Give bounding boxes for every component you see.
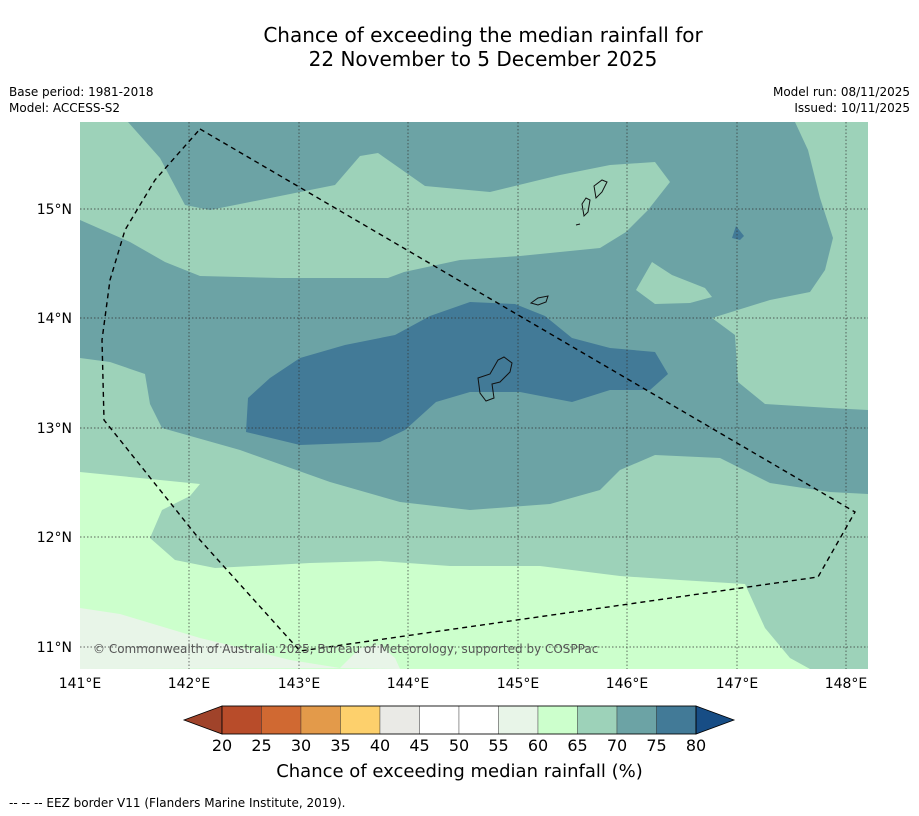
island-aguijan (575, 223, 581, 226)
colorbar-tick-label: 55 (488, 736, 508, 755)
colorbar-tick-label: 65 (567, 736, 587, 755)
colorbar-tick-label: 80 (686, 736, 706, 755)
colorbar-tick-label: 75 (646, 736, 666, 755)
colorbar-tick-label: 35 (330, 736, 350, 755)
island-saipan (593, 179, 608, 200)
model-run-text: Model run: 08/11/2025 (772, 85, 910, 99)
axis-labels: 141°E 142°E 143°E 144°E 145°E 146°E 147°… (37, 202, 868, 692)
colorbar-segment-55-60 (498, 705, 539, 735)
map-title-line2: 22 November to 5 December 2025 (308, 47, 658, 71)
lat-tick: 12°N (37, 530, 72, 546)
band-60-65 (80, 472, 810, 669)
lon-tick: 147°E (716, 676, 759, 692)
colorbar-segment-40-45 (379, 705, 420, 735)
lat-tick: 13°N (37, 421, 72, 437)
band-75-80-speck (732, 226, 744, 240)
copyright-text: © Commonwealth of Australia 2025, Bureau… (93, 642, 598, 656)
coastlines (477, 179, 608, 402)
colorbar-title: Chance of exceeding median rainfall (%) (276, 761, 643, 782)
band-65-70-east (712, 122, 868, 410)
colorbar-segment-70-75 (616, 705, 657, 735)
colorbar: 20 25 30 35 40 45 50 55 60 65 70 75 80 (182, 705, 736, 755)
model-text: Model: ACCESS-S2 (9, 101, 121, 115)
band-65-70-patch (636, 262, 712, 304)
eez-footnote: -- -- -- EEZ border V11 (Flanders Marine… (9, 796, 346, 810)
band-55-60-southwest (80, 608, 340, 669)
colorbar-tick-label: 20 (212, 736, 232, 755)
island-guam (477, 356, 513, 402)
island-tinian (581, 197, 591, 218)
colorbar-segment-50-55 (458, 705, 499, 735)
colorbar-segment-20-25 (221, 705, 262, 735)
meta-left: Base period: 1981-2018 Model: ACCESS-S2 (9, 84, 154, 116)
lon-tick: 146°E (606, 676, 649, 692)
band-55-60-patch (340, 645, 400, 669)
colorbar-segment-30-35 (300, 705, 341, 735)
lat-tick: 15°N (37, 202, 72, 218)
lon-tick: 145°E (497, 676, 540, 692)
lat-tick: 11°N (37, 640, 72, 656)
map-title-line1: Chance of exceeding the median rainfall … (263, 23, 703, 47)
band-65-70-north (80, 122, 670, 278)
lon-tick: 143°E (278, 676, 321, 692)
colorbar-tick-label: 60 (528, 736, 548, 755)
colorbar-extend-high (695, 705, 736, 735)
colorbar-extend-low (182, 705, 223, 735)
colorbar-segment-35-40 (340, 705, 381, 735)
island-rota (529, 295, 549, 306)
base-period-text: Base period: 1981-2018 (9, 85, 154, 99)
colorbar-segment-60-65 (537, 705, 578, 735)
colorbar-tick-label: 40 (370, 736, 390, 755)
eez-border (101, 128, 856, 652)
issued-text: Issued: 10/11/2025 (794, 101, 910, 115)
colorbar-tick-label: 45 (409, 736, 429, 755)
colorbar-tick-label: 30 (291, 736, 311, 755)
colorbar-tick-label: 50 (449, 736, 469, 755)
lat-tick: 14°N (37, 311, 72, 327)
colorbar-segment-75-80 (656, 705, 697, 735)
colorbar-segment-25-30 (261, 705, 302, 735)
colorbar-frame (221, 705, 697, 735)
meta-right: Model run: 08/11/2025 Issued: 10/11/2025 (773, 84, 910, 116)
colorbar-tick-label: 70 (607, 736, 627, 755)
colorbar-segment-65-70 (577, 705, 618, 735)
lon-tick: 142°E (168, 676, 211, 692)
colorbar-tick-label: 25 (251, 736, 271, 755)
lon-tick: 148°E (825, 676, 868, 692)
lon-tick: 141°E (59, 676, 102, 692)
band-75-80 (246, 302, 668, 445)
lon-tick: 144°E (387, 676, 430, 692)
colorbar-segment-45-50 (419, 705, 460, 735)
gridlines (80, 122, 868, 669)
